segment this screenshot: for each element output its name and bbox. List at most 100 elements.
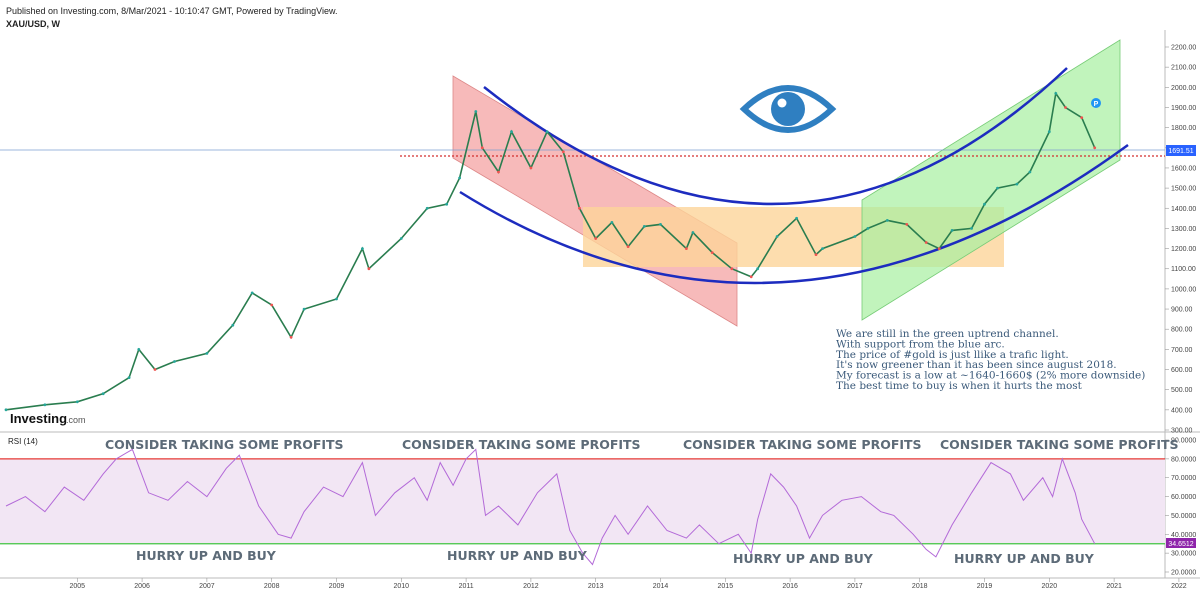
price-tick-label: 1400.00: [1171, 206, 1196, 213]
price-point: [529, 166, 533, 170]
price-point: [924, 241, 928, 244]
time-tick-label: 2017: [847, 583, 863, 590]
price-point: [173, 360, 176, 363]
eye-icon: [739, 85, 837, 133]
price-point: [474, 110, 478, 113]
price-point: [710, 251, 714, 255]
time-tick-label: 2010: [394, 583, 410, 590]
time-tick-label: 2020: [1042, 583, 1058, 590]
price-tick-label: 2100.00: [1171, 65, 1196, 72]
svg-text:Investing: Investing: [10, 411, 67, 426]
investing-logo: Investing .com: [10, 411, 86, 426]
time-tick-label: 2006: [134, 583, 150, 590]
price-point: [885, 219, 889, 222]
price-point: [545, 130, 549, 134]
price-point: [43, 403, 47, 407]
forecast-note: We are still in the green uptrend channe…: [836, 328, 1145, 392]
rsi-band: [0, 458, 1165, 544]
green-uptrend-channel: [861, 39, 1121, 321]
price-tick-label: 300.00: [1171, 428, 1193, 435]
rsi-tick-label: 40.0000: [1171, 532, 1196, 539]
price-point: [691, 231, 695, 234]
price-point: [970, 227, 973, 230]
time-tick-label: 2018: [912, 583, 928, 590]
price-tick-label: 1800.00: [1171, 125, 1196, 132]
hurry-buy-label: HURRY UP AND BUY: [954, 551, 1095, 566]
price-point: [137, 348, 141, 351]
price-tick-label: 1300.00: [1171, 226, 1196, 233]
price-point: [905, 223, 909, 226]
price-point: [1064, 106, 1067, 109]
consider-profits-label: CONSIDER TAKING SOME PROFITS: [402, 437, 641, 452]
note-line: The price of #gold is just llike a trafi…: [836, 349, 1069, 361]
time-tick-label: 2022: [1171, 583, 1187, 590]
price-point: [250, 291, 254, 295]
price-point: [289, 335, 293, 339]
price-point: [510, 130, 513, 134]
price-tick-label: 1100.00: [1171, 266, 1196, 273]
svg-text:1691.51: 1691.51: [1168, 148, 1193, 155]
rsi-tick-label: 70.0000: [1171, 475, 1196, 482]
svg-text:.com: .com: [66, 415, 86, 425]
hurry-buy-label: HURRY UP AND BUY: [447, 548, 588, 563]
time-tick-label: 2015: [718, 583, 734, 590]
price-tick-label: 1200.00: [1171, 246, 1196, 253]
time-tick-label: 2011: [459, 583, 474, 590]
price-point: [983, 202, 986, 206]
rsi-last-label: 34.6512: [1166, 538, 1196, 548]
red-downtrend-channel: [452, 75, 738, 327]
time-tick-label: 2016: [782, 583, 798, 590]
time-tick-label: 2019: [977, 583, 993, 590]
price-point: [775, 235, 779, 238]
price-point: [153, 368, 157, 371]
price-point: [853, 235, 857, 238]
price-point: [480, 146, 484, 150]
price-point: [749, 275, 753, 279]
symbol-title: XAU/USD, W: [6, 19, 60, 29]
price-point: [1015, 182, 1019, 186]
time-axis[interactable]: 2005 2006 2007 2008 2009 2010 2011 2012 2013 2014…: [69, 578, 1187, 590]
price-point: [458, 176, 461, 180]
publish-info: Published on Investing.com, 8/Mar/2021 -…: [6, 6, 338, 16]
price-point: [756, 267, 760, 271]
price-tick-label: 1900.00: [1171, 105, 1196, 112]
p-marker-icon[interactable]: P: [1091, 98, 1101, 108]
price-point: [335, 297, 338, 301]
price-point: [497, 170, 500, 174]
price-point: [594, 237, 598, 240]
hurry-buy-label: HURRY UP AND BUY: [733, 551, 874, 566]
price-point: [937, 247, 941, 251]
price-tick-label: 2200.00: [1171, 45, 1196, 52]
time-tick-label: 2007: [199, 583, 215, 590]
price-point: [205, 352, 209, 355]
price-tick-label: 800.00: [1171, 327, 1193, 334]
price-point: [626, 245, 630, 249]
consider-profits-label: CONSIDER TAKING SOME PROFITS: [940, 437, 1179, 452]
note-line: With support from the blue arc.: [836, 338, 1005, 350]
note-line: We are still in the green uptrend channe…: [836, 328, 1059, 340]
consider-profits-label: CONSIDER TAKING SOME PROFITS: [105, 437, 344, 452]
svg-text:34.6512: 34.6512: [1168, 541, 1193, 548]
rsi-series-line: [5, 448, 1096, 566]
note-line: My forecast is a low at ~1640-1660$ (2% …: [836, 370, 1145, 382]
price-axis[interactable]: 300.00 400.00 500.00 600.00 700.00 800.00 900.…: [1165, 45, 1196, 435]
price-point: [996, 186, 999, 190]
price-point: [659, 223, 662, 226]
price-point: [231, 323, 235, 327]
hurry-buy-label: HURRY UP AND BUY: [136, 548, 277, 563]
price-tick-label: 900.00: [1171, 307, 1193, 314]
rsi-title: RSI (14): [8, 437, 38, 446]
price-point: [1093, 146, 1097, 150]
price-tick-label: 1000.00: [1171, 286, 1196, 293]
last-price-label: 1691.51: [1166, 145, 1196, 156]
lower-blue-arc: [459, 143, 1129, 285]
rsi-tick-label: 80.0000: [1171, 456, 1196, 463]
price-point: [361, 247, 364, 251]
price-point: [561, 150, 565, 154]
consider-profits-label: CONSIDER TAKING SOME PROFITS: [683, 437, 922, 452]
price-point: [610, 221, 614, 224]
price-point: [270, 303, 274, 307]
price-point: [425, 206, 429, 210]
rsi-axis[interactable]: 20.0000 30.0000 40.0000 50.0000 60.0000 70.00…: [1165, 438, 1196, 577]
